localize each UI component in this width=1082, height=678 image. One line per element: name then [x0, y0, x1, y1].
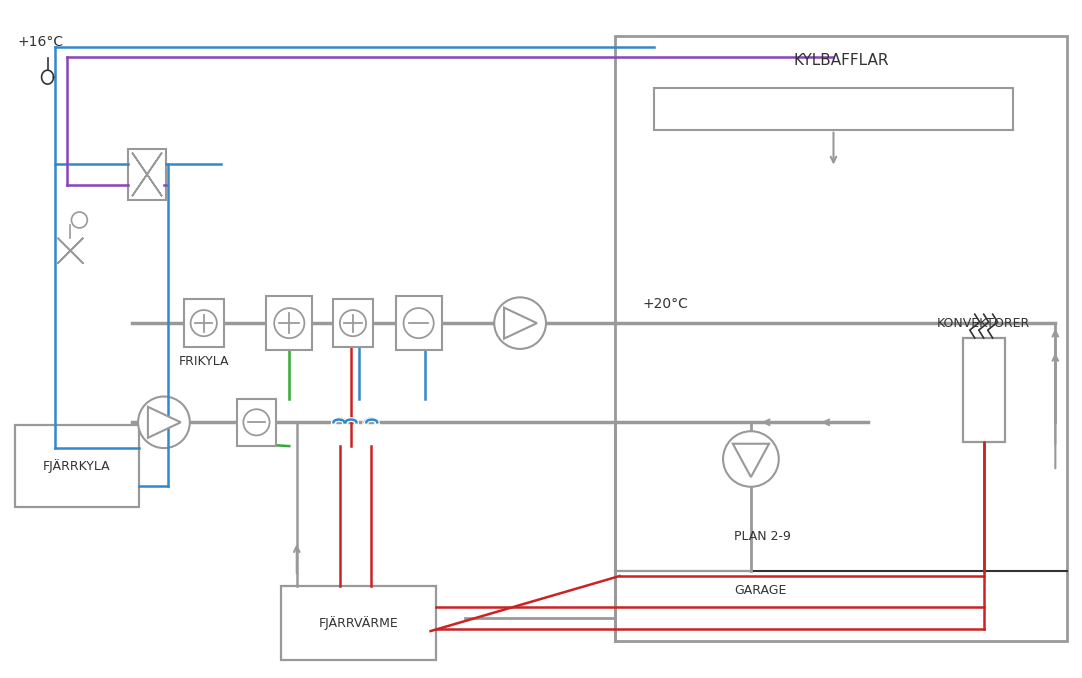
Polygon shape	[57, 238, 83, 264]
Polygon shape	[132, 153, 162, 196]
Text: FJÄRRVÄRME: FJÄRRVÄRME	[318, 616, 398, 630]
Circle shape	[340, 310, 366, 336]
Text: FJÄRRKYLA: FJÄRRKYLA	[43, 459, 110, 473]
Bar	[396, 296, 441, 350]
Polygon shape	[504, 308, 537, 338]
Circle shape	[71, 212, 88, 228]
Circle shape	[138, 397, 189, 448]
Bar	[281, 586, 436, 660]
Circle shape	[274, 308, 304, 338]
Text: KYLBAFFLAR: KYLBAFFLAR	[793, 54, 888, 68]
Circle shape	[494, 298, 546, 349]
Polygon shape	[132, 153, 162, 196]
Bar	[128, 148, 166, 200]
Bar	[15, 425, 140, 506]
Text: +16°C: +16°C	[17, 35, 64, 49]
Text: PLAN 2-9: PLAN 2-9	[734, 530, 791, 543]
Circle shape	[243, 410, 269, 435]
Bar	[333, 299, 373, 347]
Bar	[237, 399, 276, 446]
Bar	[184, 299, 224, 347]
Bar	[655, 88, 1013, 129]
Bar	[963, 338, 1004, 442]
Text: GARAGE: GARAGE	[734, 584, 787, 597]
Text: KONVEKTORER: KONVEKTORER	[937, 317, 1030, 330]
Polygon shape	[733, 443, 769, 477]
Circle shape	[404, 308, 434, 338]
Bar	[615, 35, 1067, 641]
Bar	[266, 296, 313, 350]
Text: FRIKYLA: FRIKYLA	[179, 355, 229, 368]
Polygon shape	[148, 407, 181, 438]
Polygon shape	[57, 238, 83, 264]
Text: +20°C: +20°C	[643, 297, 688, 311]
Circle shape	[723, 431, 779, 487]
Circle shape	[190, 310, 216, 336]
